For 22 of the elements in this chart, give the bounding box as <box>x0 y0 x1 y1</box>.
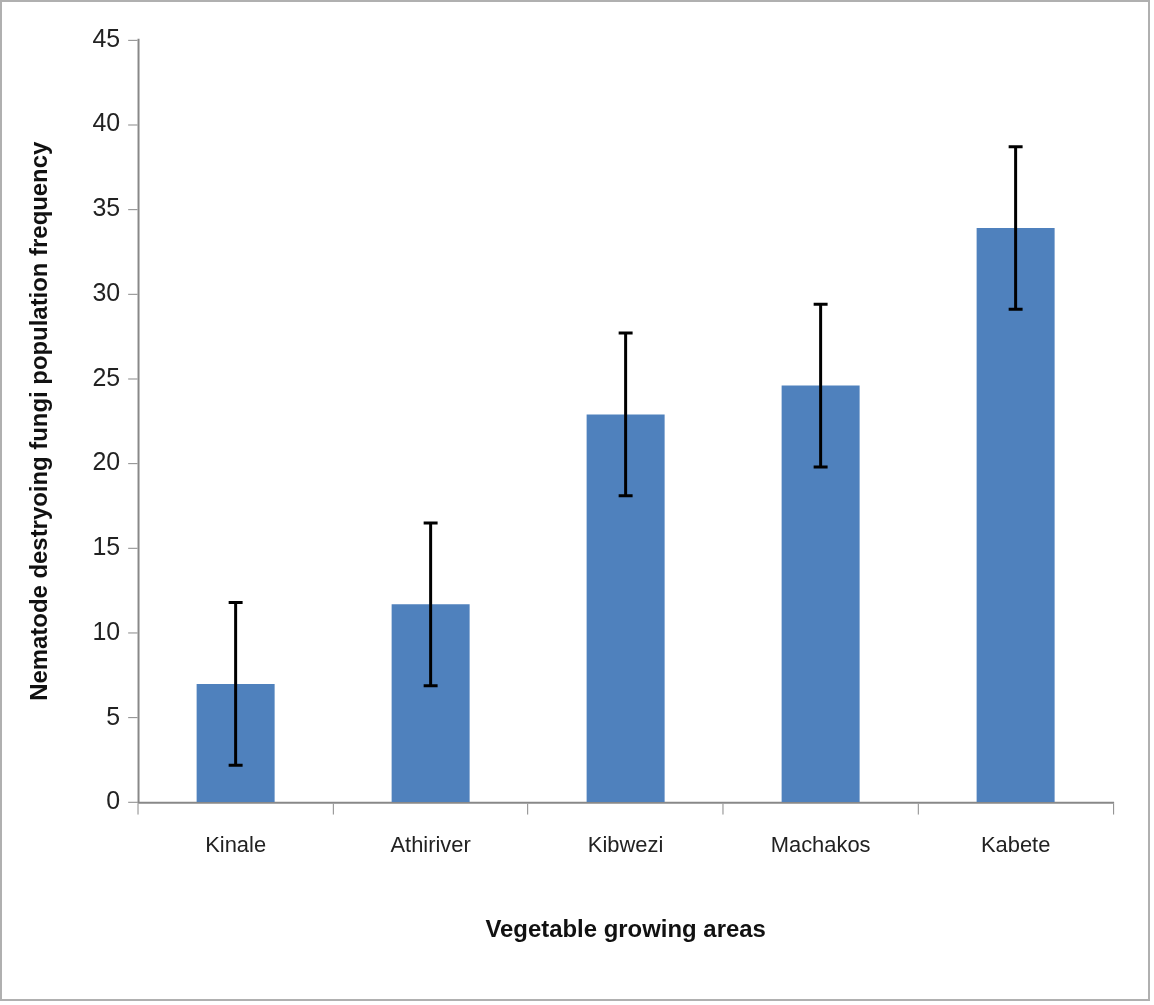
x-tick-label: Athiriver <box>390 831 471 857</box>
bar <box>781 385 860 803</box>
bar <box>586 414 665 803</box>
y-tick-label: 40 <box>92 108 121 137</box>
y-tick-label: 5 <box>106 701 121 730</box>
x-tick-label: Kibwezi <box>587 831 664 857</box>
y-tick-label: 10 <box>92 616 121 645</box>
bar <box>196 683 275 803</box>
y-tick-label: 15 <box>92 532 121 561</box>
x-axis-title: Vegetable growing areas <box>485 915 766 943</box>
y-tick-label: 20 <box>92 447 121 476</box>
y-tick-label: 45 <box>92 23 121 52</box>
y-tick-label: 25 <box>92 362 121 391</box>
y-tick-label: 35 <box>92 193 121 222</box>
x-tick-label: Kabete <box>980 831 1051 857</box>
y-tick-label: 30 <box>92 277 121 306</box>
y-axis-title: Nematode destryoing fungi population frequency <box>24 141 52 701</box>
bar <box>391 604 470 803</box>
x-tick-label: Machakos <box>770 831 871 857</box>
y-tick-label: 0 <box>106 786 121 815</box>
bar <box>976 227 1055 803</box>
x-tick-label: Kinale <box>205 831 267 857</box>
